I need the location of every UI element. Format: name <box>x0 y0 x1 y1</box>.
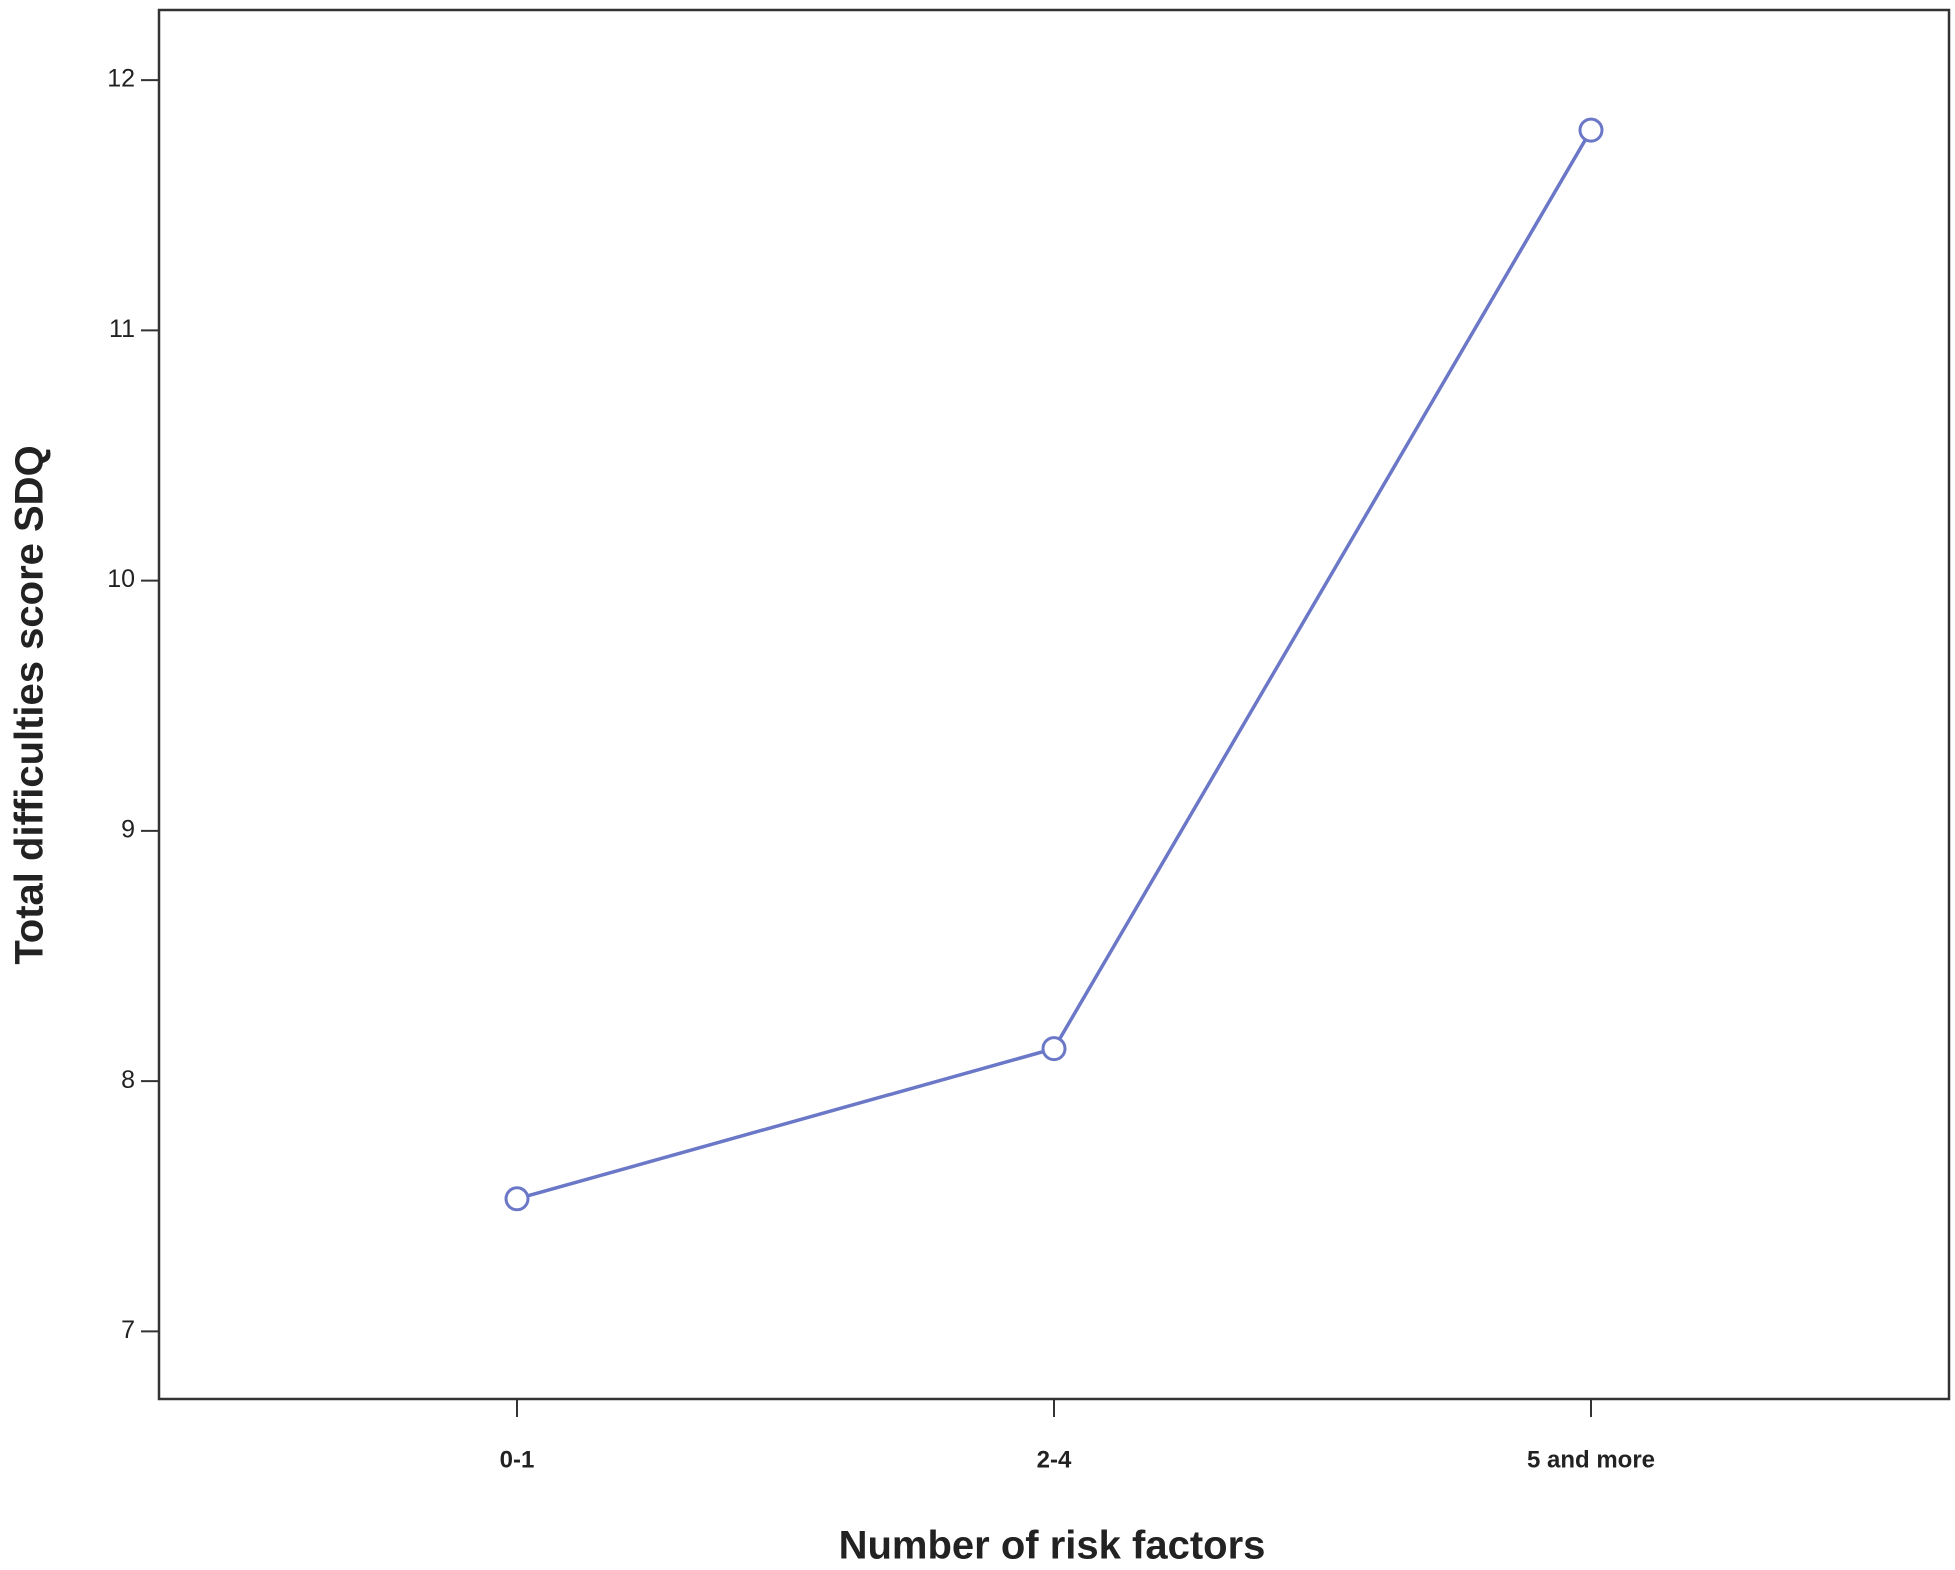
point <box>504 1186 530 1212</box>
x-tick-label: 2-4 <box>1037 1446 1072 1473</box>
plot-frame <box>157 8 1951 1401</box>
x-tick-label: 5 and more <box>1527 1446 1655 1473</box>
point <box>1578 117 1604 143</box>
y-axis-title: Total difficulties score SDQ <box>8 445 52 964</box>
x-tick-label: 0-1 <box>500 1446 535 1473</box>
y-tick-label: 9 <box>121 815 135 843</box>
x-axis-title: Number of risk factors <box>839 1524 1266 1568</box>
y-tick-label: 10 <box>107 565 135 593</box>
y-tick-label: 8 <box>121 1066 135 1094</box>
point <box>1041 1036 1067 1062</box>
y-tick-label: 11 <box>109 315 135 343</box>
y-tick-label: 7 <box>121 1316 135 1344</box>
y-tick-label: 12 <box>107 65 135 93</box>
